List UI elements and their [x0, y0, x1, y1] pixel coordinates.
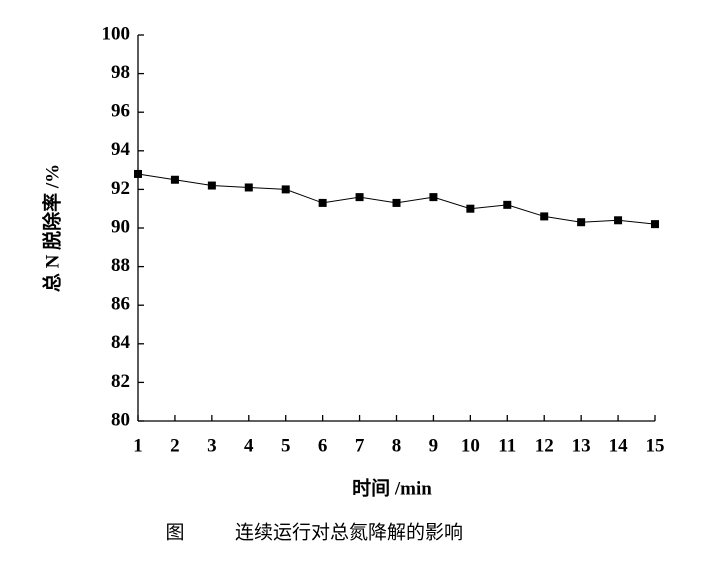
- x-axis-label: 时间 /min: [352, 477, 432, 499]
- marker: [651, 220, 659, 229]
- x-tick-label: 3: [207, 435, 217, 456]
- caption: 连续运行对总氮降解的影响: [235, 521, 463, 543]
- marker: [614, 216, 623, 225]
- y-tick-label: 80: [111, 409, 130, 430]
- x-tick-label: 12: [535, 435, 554, 456]
- y-tick-label: 88: [111, 255, 130, 276]
- x-tick-label: 13: [572, 435, 591, 456]
- x-tick-label: 14: [609, 435, 629, 456]
- marker: [355, 193, 364, 202]
- marker: [503, 200, 512, 209]
- x-tick-label: 6: [318, 435, 328, 456]
- x-tick-label: 1: [133, 435, 143, 456]
- marker: [429, 193, 438, 202]
- y-tick-label: 100: [102, 23, 131, 44]
- x-tick-label: 4: [244, 435, 254, 456]
- x-tick-label: 9: [429, 435, 439, 456]
- y-tick-label: 92: [111, 178, 130, 199]
- marker: [392, 198, 401, 207]
- x-tick-label: 15: [646, 435, 665, 456]
- x-tick-label: 8: [392, 435, 402, 456]
- y-axis-label: 总 N 脱除率 /%: [40, 164, 63, 292]
- y-tick-label: 98: [111, 62, 130, 83]
- y-tick-label: 96: [111, 101, 130, 122]
- x-tick-label: 2: [170, 435, 180, 456]
- marker: [540, 212, 549, 221]
- marker: [244, 183, 253, 192]
- x-tick-label: 10: [461, 435, 480, 456]
- marker: [170, 175, 179, 184]
- marker: [207, 181, 216, 190]
- y-tick-label: 86: [111, 294, 130, 315]
- marker: [281, 185, 290, 194]
- x-tick-label: 7: [355, 435, 365, 456]
- figure-label: 图: [165, 522, 184, 543]
- marker: [466, 204, 475, 213]
- y-tick-label: 84: [111, 332, 131, 353]
- marker: [577, 218, 586, 227]
- y-tick-label: 94: [111, 139, 131, 160]
- marker: [134, 169, 142, 178]
- y-tick-label: 82: [111, 371, 130, 392]
- y-tick-label: 90: [111, 216, 130, 237]
- x-tick-label: 11: [498, 435, 516, 456]
- marker: [318, 198, 327, 207]
- x-tick-label: 5: [281, 435, 291, 456]
